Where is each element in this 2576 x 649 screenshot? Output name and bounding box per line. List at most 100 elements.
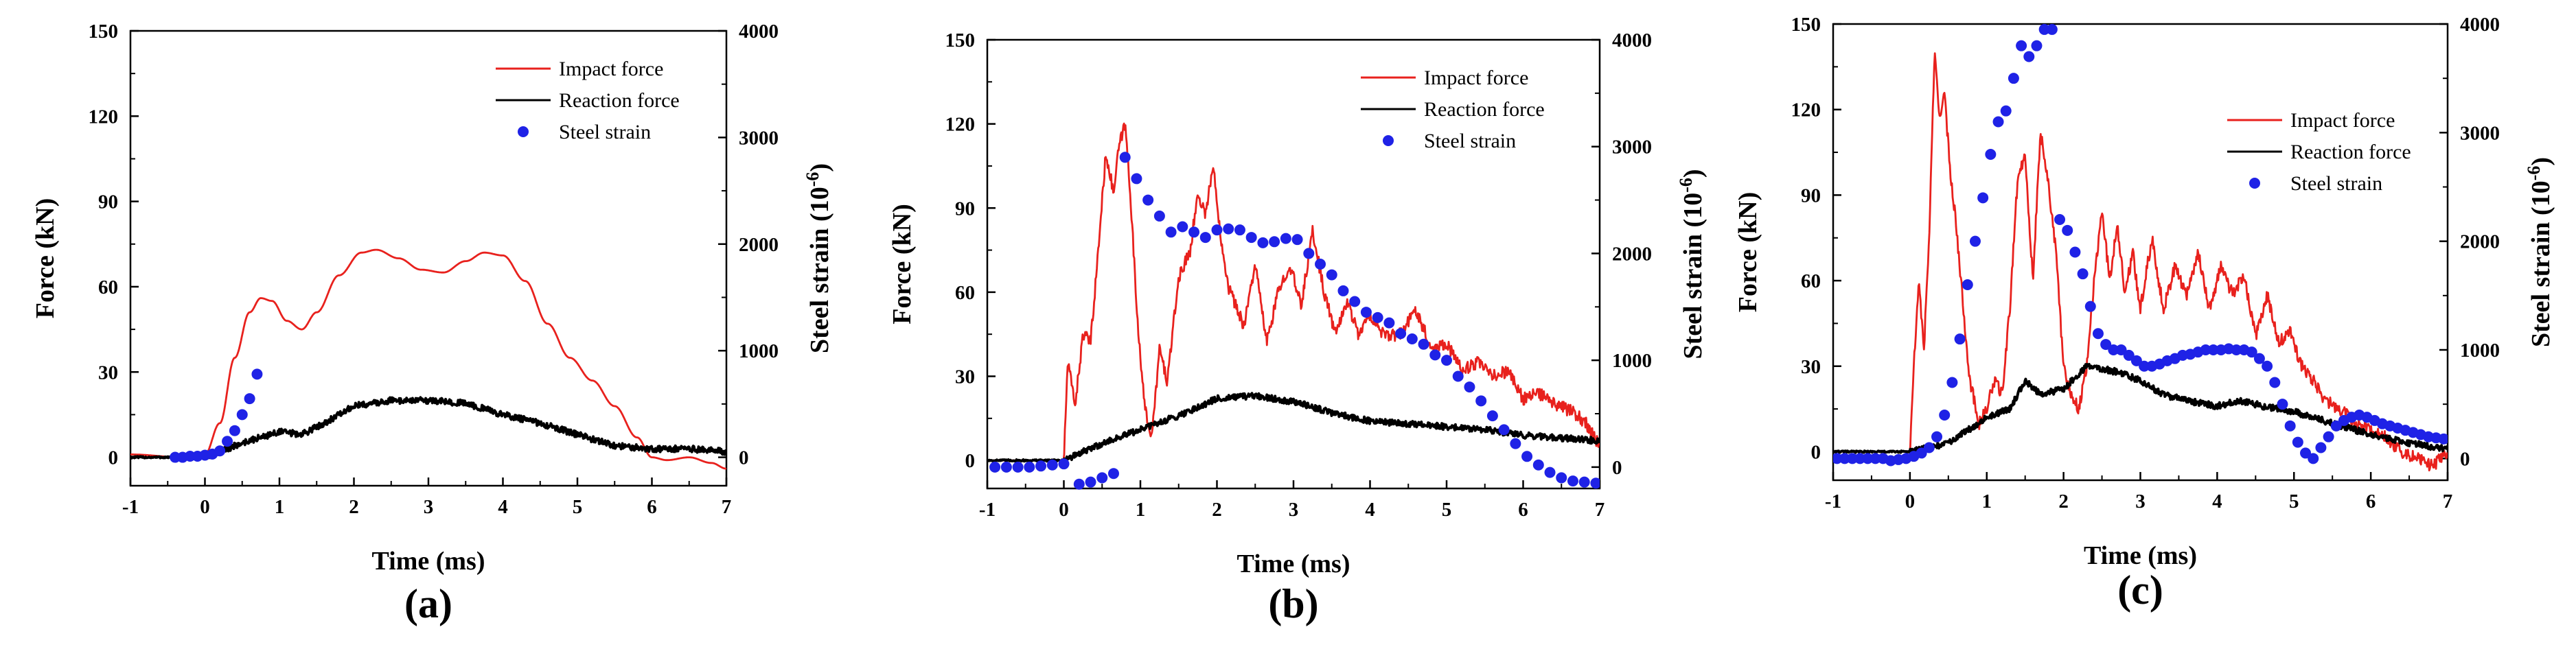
y2-axis-label-text: Steel strain (10 [2527,180,2555,347]
reaction-force-line [130,396,726,460]
y2-tick-label: 0 [2460,448,2470,470]
y2-tick-label: 1000 [1612,350,1652,372]
y2-tick-label: 2000 [2460,231,2500,253]
steel-strain-point [1058,458,1070,470]
y-axis-label: Force (kN) [1734,192,1762,313]
steel-strain-point [1486,410,1498,422]
y2-tick-label: 1000 [739,340,779,362]
y-tick-label: 90 [1801,185,1821,206]
legend-impact-force-label: Impact force [1424,67,1528,89]
steel-strain-point [222,436,233,447]
y2-axis-label: Steel strain (10-6) [2524,157,2555,347]
steel-strain-point [1257,237,1269,248]
steel-strain-point [2115,344,2127,355]
steel-strain-point [1590,477,1600,489]
steel-strain-point [1578,476,1590,488]
steel-strain-point [1954,333,1966,345]
impact-force-line [1833,52,2448,472]
steel-strain-point [2031,40,2043,51]
steel-strain-point [2253,353,2265,364]
series-group [1833,23,2448,472]
steel-strain-point [1916,447,1927,459]
steel-strain-point [2100,339,2112,351]
y-tick-label: 120 [1791,99,1821,121]
y2-tick-label: 4000 [1612,30,1652,51]
steel-strain-point [2323,431,2334,442]
steel-strain-point [2139,360,2150,372]
steel-strain-point [236,409,248,421]
steel-strain-point [1475,395,1487,407]
x-tick-label: 2 [2058,491,2069,512]
series-group [987,122,1600,490]
y-tick-label: 150 [89,21,119,43]
chart-panel-c: -1 0 1 2 3 4 5 6 7030609012015001000200030004000… [1734,14,2555,613]
reaction-force-line [987,392,1600,464]
steel-strain-point [214,445,226,457]
legend-steel-strain-label: Steel strain [559,121,651,143]
steel-strain-point [2054,214,2066,225]
panel-label: (c) [2117,567,2163,613]
y2-tick-label: 3000 [739,127,779,149]
steel-strain-point [1142,194,1154,206]
steel-strain-point [1153,210,1165,222]
chart-panel-b: -1 0 1 2 3 4 5 6 7030609012015001000200030004000… [888,30,1707,626]
x-tick-label: 1 [1136,499,1146,521]
steel-strain-point [2315,442,2327,453]
y2-axis-label-exponent: -6 [2524,166,2544,181]
steel-strain-point [1510,438,1521,449]
steel-strain-point [251,368,263,380]
steel-strain-point [2038,23,2050,35]
steel-strain-point [1119,152,1131,163]
x-tick-label: 0 [1905,491,1916,512]
steel-strain-point [2123,349,2135,361]
legend-steel-strain-swatch [518,126,529,137]
x-tick-label: 0 [1059,499,1069,521]
steel-strain-point [2023,51,2035,62]
y2-tick-label: 2000 [1612,243,1652,265]
steel-strain-point [2062,224,2073,236]
y2-tick-label: 1000 [2460,340,2500,362]
steel-strain-point [2330,420,2342,432]
x-tick-label: 2 [349,496,359,518]
legend-steel-strain-label: Steel strain [2290,172,2382,195]
steel-strain-point [1303,248,1315,259]
steel-strain-point [1269,236,1280,248]
steel-strain-point [1234,224,1245,236]
y-tick-label: 60 [98,276,118,298]
y2-axis-label-suffix: ) [805,163,834,172]
reaction-force-line [1833,363,2448,454]
steel-strain-point [1556,472,1567,484]
x-tick-label: 7 [722,496,732,518]
steel-strain-point [1464,381,1475,393]
y-tick-label: 0 [1811,441,1821,463]
legend: Impact force Reaction force Steel strain [1361,67,1545,152]
x-tick-label: 4 [498,496,508,518]
steel-strain-point [1085,476,1096,488]
x-tick-label: 1 [275,496,285,518]
steel-strain-point [1544,467,1556,478]
y-tick-label: 30 [1801,356,1821,378]
y-tick-label: 120 [945,114,976,136]
y-tick-label: 60 [1801,270,1821,292]
series-group [130,248,726,470]
steel-strain-point [2277,399,2288,410]
y-tick-label: 30 [955,366,975,388]
steel-strain-point [2077,268,2089,280]
steel-strain-point [2200,344,2211,355]
y2-axis-label-text: Steel strain (10 [1679,193,1707,359]
y2-tick-label: 2000 [739,234,779,256]
y2-axis-label-exponent: -6 [803,172,823,187]
x-axis-label: Time (ms) [1237,550,1350,578]
steel-strain-point [1429,349,1441,361]
legend-steel-strain-swatch [2249,178,2260,189]
y2-axis-label: Steel strain (10-6) [803,163,834,353]
y2-tick-label: 0 [1612,457,1622,479]
steel-strain-point [1969,235,1981,247]
legend-reaction-force-label: Reaction force [2290,141,2411,163]
legend-reaction-force-label: Reaction force [1424,98,1545,121]
steel-strain-point [2246,346,2257,358]
y2-axis-label-exponent: -6 [1676,178,1696,193]
y-tick-label: 30 [98,362,118,384]
steel-strain-point [1839,453,1850,464]
steel-strain-point [2016,40,2027,51]
